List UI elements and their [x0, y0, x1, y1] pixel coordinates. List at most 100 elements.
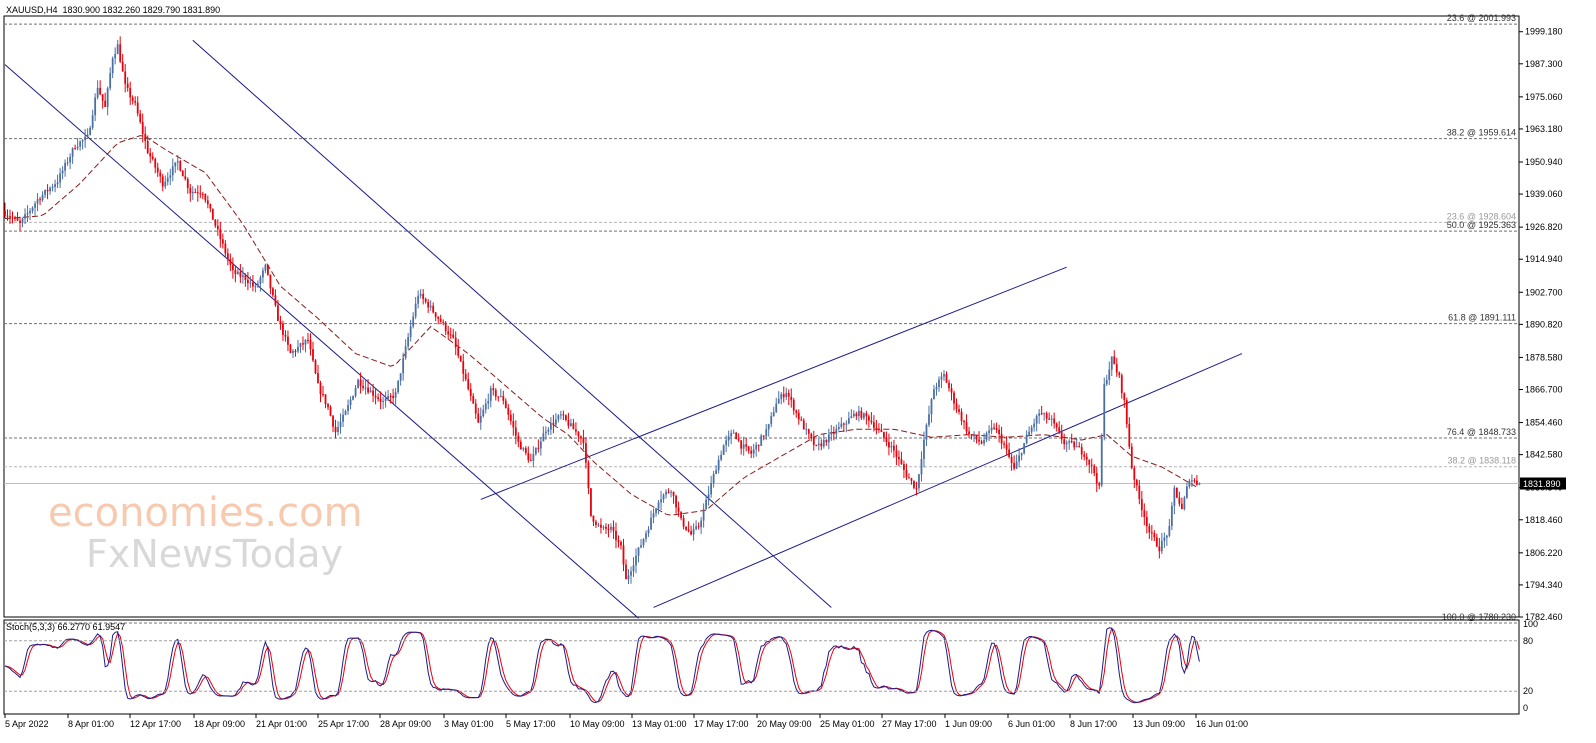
bear-candle: [502, 396, 505, 401]
bear-candle: [309, 340, 312, 350]
bear-candle: [832, 432, 835, 434]
bear-candle: [900, 459, 903, 465]
bear-candle: [1140, 499, 1143, 511]
bear-candle: [146, 140, 149, 153]
bear-candle: [46, 189, 49, 192]
bear-candle: [319, 383, 322, 395]
time-tick-label: 27 May 17:00: [882, 719, 937, 729]
bull-candle: [522, 448, 525, 450]
bear-candle: [885, 437, 888, 443]
bear-candle: [810, 433, 813, 438]
time-tick-label: 16 Jun 01:00: [1196, 719, 1248, 729]
bull-candle: [1050, 418, 1053, 420]
bear-candle: [975, 435, 978, 440]
bull-candle: [106, 88, 109, 107]
bull-candle: [822, 440, 825, 447]
bear-candle: [1125, 400, 1128, 425]
bear-candle: [279, 320, 282, 324]
bear-candle: [1196, 480, 1198, 485]
bull-candle: [337, 427, 339, 433]
bear-candle: [795, 410, 798, 413]
price-tick-label: 1878.580: [1525, 352, 1563, 362]
bear-candle: [196, 192, 199, 194]
bull-candle: [1038, 413, 1041, 416]
bull-candle: [44, 189, 46, 195]
bear-candle: [1008, 449, 1011, 457]
current-price-tag-label: 1831.890: [1523, 479, 1561, 489]
bear-candle: [910, 478, 913, 481]
bear-candle: [442, 321, 445, 323]
bear-candle: [324, 394, 327, 405]
bull-candle: [662, 494, 665, 500]
bull-candle: [1168, 525, 1171, 536]
bear-candle: [317, 373, 319, 384]
bear-candle: [1115, 364, 1118, 373]
bear-candle: [745, 444, 748, 447]
bull-candle: [827, 434, 830, 443]
bear-candle: [877, 428, 880, 430]
bear-candle: [797, 412, 800, 420]
bear-candle: [269, 274, 272, 289]
bear-candle: [186, 178, 189, 188]
bear-candle: [625, 564, 627, 580]
bear-candle: [672, 491, 675, 496]
bear-candle: [234, 270, 237, 275]
bull-candle: [56, 182, 59, 185]
bear-candle: [970, 433, 973, 436]
bull-candle: [817, 443, 820, 446]
bear-candle: [19, 220, 21, 223]
bull-candle: [862, 413, 865, 419]
bull-candle: [262, 270, 264, 278]
bull-candle: [1183, 497, 1186, 509]
bull-candle: [657, 502, 660, 509]
time-tick-label: 25 May 01:00: [820, 719, 875, 729]
bull-candle: [49, 187, 51, 192]
bull-candle: [397, 380, 400, 393]
bear-candle: [1013, 463, 1016, 469]
bull-candle: [542, 433, 545, 442]
bear-candle: [472, 395, 475, 404]
bear-candle: [690, 531, 692, 535]
bear-candle: [812, 437, 815, 445]
bear-candle: [562, 414, 565, 416]
bull-candle: [29, 210, 31, 214]
time-tick-label: 13 May 01:00: [632, 719, 687, 729]
trend-channel-lines: [4, 39, 1243, 619]
main-chart-panel[interactable]: [3, 15, 1520, 618]
bear-candle: [454, 337, 457, 348]
bear-candle: [895, 450, 898, 457]
time-tick-label: 25 Apr 17:00: [318, 719, 369, 729]
bear-candle: [998, 429, 1000, 435]
bear-candle: [1113, 356, 1116, 365]
bull-candle: [547, 429, 550, 432]
bear-candle: [272, 288, 274, 296]
bear-candle: [1053, 418, 1056, 424]
bear-candle: [179, 161, 182, 171]
bear-candle: [1120, 375, 1123, 394]
price-tick-label: 1890.820: [1525, 319, 1563, 329]
bear-candle: [865, 413, 868, 417]
stochastic-panel[interactable]: [3, 619, 1520, 715]
bull-candle: [96, 87, 99, 98]
time-tick-label: 21 Apr 01:00: [256, 719, 307, 729]
price-tick-label: 1806.220: [1525, 548, 1563, 558]
bull-candle: [539, 441, 542, 449]
bull-candle: [742, 444, 745, 449]
bull-candle: [174, 162, 177, 167]
fib-level-label: 50.0 @ 1925.363: [1447, 220, 1516, 230]
bull-candle: [857, 410, 860, 417]
price-tick-label: 1782.460: [1525, 612, 1563, 622]
bull-candle: [487, 400, 490, 404]
bull-candle: [660, 499, 662, 503]
bear-candle: [379, 399, 382, 402]
price-axis: 1999.180 1987.300 1975.060 1963.180 1950.940…: [1519, 27, 1563, 622]
bull-candle: [717, 459, 720, 471]
bear-candle: [377, 397, 379, 400]
stochastic-lines: [4, 627, 1200, 704]
time-tick-label: 5 Apr 2022: [5, 719, 49, 729]
time-tick-label: 17 May 17:00: [694, 719, 749, 729]
bear-candle: [792, 400, 795, 411]
bull-candle: [404, 346, 407, 359]
time-tick-label: 1 Jun 09:00: [945, 719, 992, 729]
bear-candle: [908, 477, 910, 479]
